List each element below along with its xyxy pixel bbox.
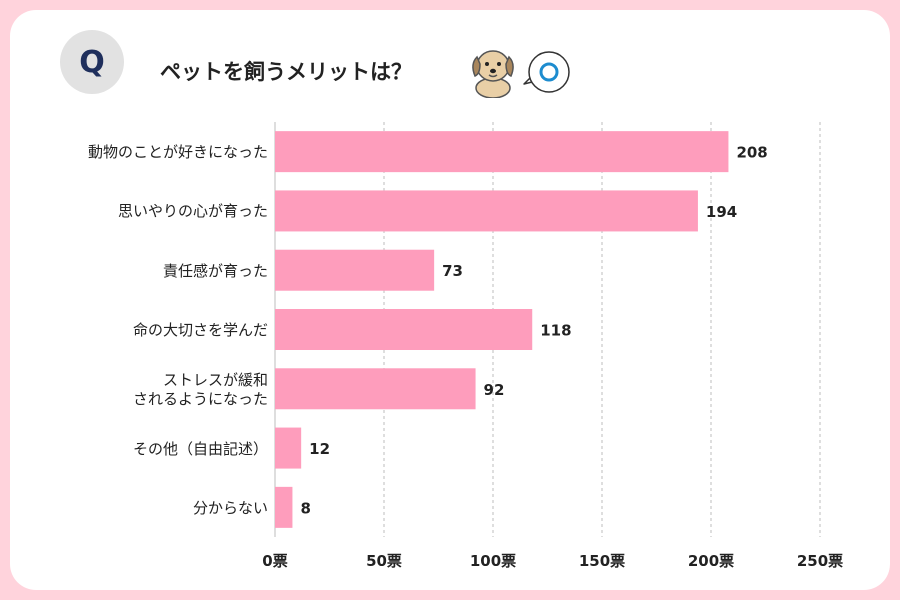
bar (275, 368, 476, 410)
data-label: 12 (309, 440, 330, 458)
question-badge-letter: Q (79, 44, 105, 80)
category-label-line: されるようになった (132, 389, 268, 408)
x-tick-label: 0票 (262, 552, 287, 570)
dog-icon (472, 50, 514, 98)
data-label: 194 (706, 203, 737, 221)
speech-bubble-icon (523, 51, 570, 93)
x-tick-label: 200票 (688, 552, 734, 570)
x-tick-label: 250票 (797, 552, 843, 570)
category-label: 動物のことが好きになった (8, 143, 268, 162)
bar (275, 249, 435, 291)
category-label: 責任感が育った (8, 262, 268, 281)
category-label-line: 責任感が育った (162, 261, 268, 280)
category-label: 命の大切さを学んだ (8, 321, 268, 340)
category-label-line: 命の大切さを学んだ (132, 321, 268, 339)
category-label-line: その他（自由記述） (132, 439, 268, 458)
bar (275, 309, 533, 350)
x-tick-label: 100票 (470, 552, 516, 570)
category-label-line: ストレスが緩和 (162, 370, 268, 389)
x-tick-label: 50票 (366, 552, 402, 570)
data-label: 92 (484, 381, 505, 399)
bar (275, 486, 293, 528)
bar (275, 190, 698, 232)
bar (275, 131, 729, 173)
data-label: 118 (540, 322, 571, 340)
question-card (10, 10, 890, 590)
category-label: ストレスが緩和 されるようになった (8, 371, 268, 409)
category-label-line: 動物のことが好きになった (87, 143, 268, 162)
category-label: 分からない (8, 499, 268, 518)
x-tick-label: 150票 (579, 552, 625, 570)
question-title: ペットを飼うメリットは？ (160, 60, 412, 84)
category-label: その他（自由記述） (8, 440, 268, 459)
data-label: 208 (736, 144, 767, 162)
data-label: 73 (442, 262, 463, 280)
category-label-line: 分からない (192, 498, 268, 517)
question-badge: Q (60, 30, 124, 94)
bar (275, 427, 302, 469)
data-label: 8 (300, 499, 310, 517)
category-label: 思いやりの心が育った (8, 202, 268, 221)
category-label-line: 思いやりの心が育った (117, 202, 268, 221)
